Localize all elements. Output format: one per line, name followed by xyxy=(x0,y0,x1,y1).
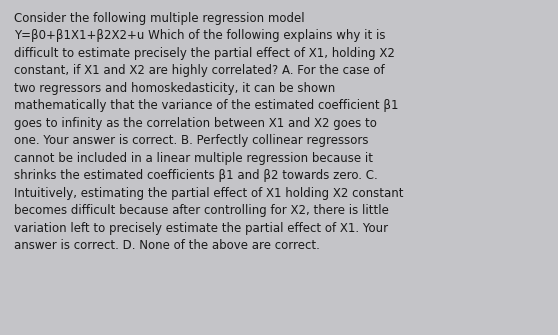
Text: Consider the following multiple regression model
Y=β0+β1X1+β2X2+u Which of the f: Consider the following multiple regressi… xyxy=(14,12,403,252)
